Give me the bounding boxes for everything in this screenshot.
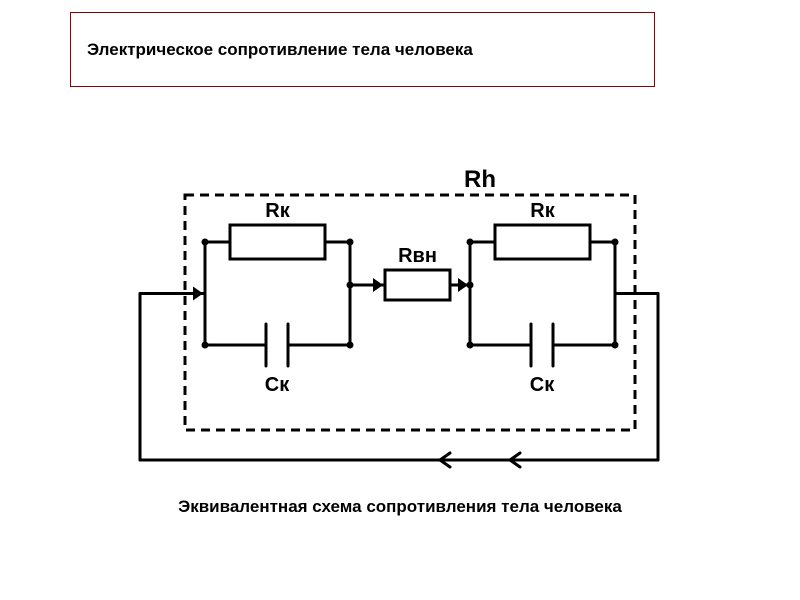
svg-text:Ск: Ск [530, 374, 555, 396]
svg-text:Ск: Ск [265, 374, 290, 396]
circuit-diagram: Rh Rк Ск Rк Ск Rвн [130, 165, 670, 490]
title-text: Электрическое сопротивление тела человек… [87, 40, 473, 60]
caption-text: Эквивалентная схема сопротивления тела ч… [0, 497, 800, 517]
svg-text:Rh: Rh [464, 166, 496, 193]
svg-text:Rк: Rк [265, 200, 290, 222]
svg-text:Rк: Rк [530, 200, 555, 222]
svg-text:Rвн: Rвн [398, 245, 437, 267]
title-box: Электрическое сопротивление тела человек… [70, 12, 655, 87]
